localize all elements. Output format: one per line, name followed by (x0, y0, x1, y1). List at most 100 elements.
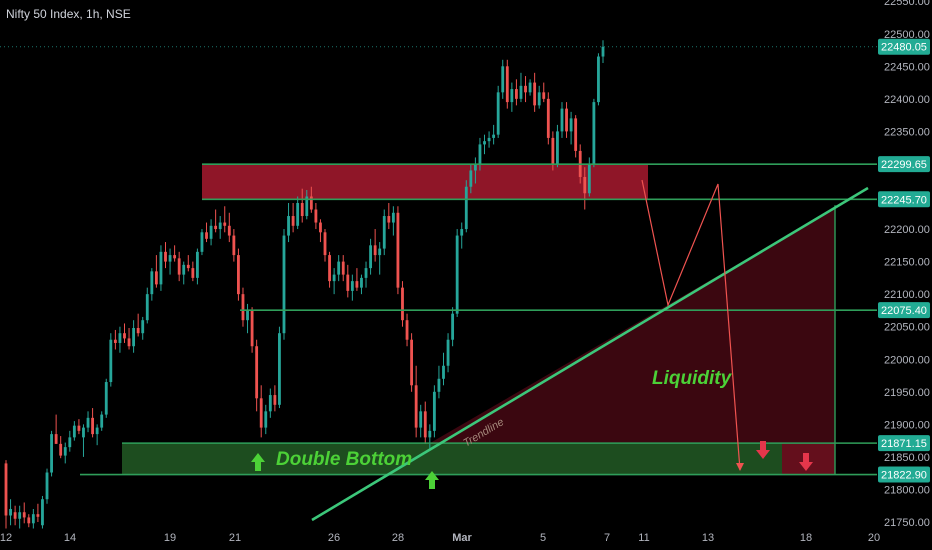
candle-body (428, 430, 432, 438)
candle-body (583, 176, 587, 194)
candle-body (587, 163, 591, 194)
candle-body (533, 82, 537, 106)
up-arrow-icon (425, 471, 439, 489)
y-tick-label: 22350.00 (884, 126, 930, 138)
y-tick-label: 21800.00 (884, 484, 930, 496)
candle-body (273, 395, 277, 405)
candle-body (237, 255, 240, 295)
candle-body (63, 447, 67, 456)
candle-body (332, 274, 336, 282)
candle-body (182, 264, 186, 275)
candle-body (255, 346, 259, 399)
candle-body (556, 131, 559, 164)
candle-body (22, 512, 26, 518)
candle-body (460, 229, 464, 236)
candle-body (546, 98, 550, 138)
candle-body (592, 102, 596, 164)
candle-body (127, 338, 131, 347)
candle-body (18, 512, 22, 519)
price-label-box (878, 466, 930, 483)
candle-body (524, 85, 527, 93)
candle-body (31, 514, 35, 524)
candle-body (501, 66, 505, 93)
x-tick-label: 13 (702, 532, 714, 544)
price-label-box (878, 191, 930, 208)
candle-body (250, 310, 254, 347)
candle-body (360, 277, 363, 288)
candle-body (82, 427, 85, 438)
candle-body (268, 395, 272, 412)
projection-arrowhead (736, 463, 744, 471)
candle-body (542, 92, 546, 99)
candle-body (355, 281, 359, 288)
candle-body (455, 235, 459, 314)
candle-body (200, 232, 204, 252)
x-tick-label: 28 (392, 532, 404, 544)
candle-body (319, 222, 322, 233)
x-tick-label: 14 (64, 532, 76, 544)
resistance-zone (202, 164, 648, 200)
x-tick-label: 5 (540, 532, 546, 544)
candle-body (154, 271, 158, 285)
candle-body (259, 398, 263, 428)
candle-body (519, 85, 523, 99)
price-label-box (878, 38, 930, 55)
x-tick-label: Mar (452, 532, 472, 544)
x-tick-label: 7 (604, 532, 610, 544)
candle-body (423, 411, 427, 438)
candle-body (505, 66, 509, 103)
candle-body (205, 232, 208, 239)
candle-body (487, 137, 491, 142)
candle-body (45, 472, 49, 500)
candle-body (159, 251, 163, 285)
candle-body (314, 209, 318, 223)
candle-body (77, 425, 81, 431)
candle-body (305, 196, 309, 217)
y-tick-label: 21850.00 (884, 452, 930, 464)
x-tick-label: 19 (164, 532, 176, 544)
x-tick-label: 12 (0, 532, 12, 544)
y-tick-label: 22450.00 (884, 61, 930, 73)
candle-body (601, 46, 605, 57)
candle-body (9, 508, 12, 516)
candle-body (323, 232, 327, 256)
candle-body (309, 196, 313, 210)
candle-body (145, 294, 149, 321)
candle-body (382, 216, 386, 249)
candle-body (391, 212, 395, 223)
candle-body (514, 89, 518, 99)
trendline (311, 186, 869, 522)
candle-body (387, 216, 391, 223)
candle-body (164, 251, 167, 262)
candle-body (296, 203, 300, 226)
candle-body (560, 108, 564, 132)
candle-body (401, 287, 404, 321)
candle-body (469, 170, 473, 187)
candle-body (59, 443, 63, 456)
price-label: 22075.40 (881, 305, 927, 317)
candle-body (287, 216, 290, 236)
candle-body (569, 118, 573, 132)
y-tick-label: 22000.00 (884, 354, 930, 366)
candle-body (369, 245, 372, 269)
candle-body (173, 255, 177, 259)
price-label-box (878, 302, 930, 319)
candle-body (496, 92, 500, 135)
liquidity-label: Liquidity (652, 368, 733, 389)
candle-body (100, 414, 104, 428)
y-tick-label: 22150.00 (884, 257, 930, 269)
x-tick-label: 11 (638, 532, 649, 544)
candle-body (364, 268, 368, 278)
candle-body (186, 264, 190, 269)
candle-body (405, 320, 409, 340)
candle-body (91, 417, 95, 435)
candle-body (291, 216, 295, 226)
price-label: 22299.65 (881, 159, 927, 171)
candle-body (177, 258, 181, 275)
candle-body (565, 108, 568, 132)
candle-body (537, 92, 541, 106)
chart-title: Nifty 50 Index, 1h, NSE (6, 7, 131, 21)
candle-body (300, 203, 304, 217)
candle-body (141, 320, 145, 334)
